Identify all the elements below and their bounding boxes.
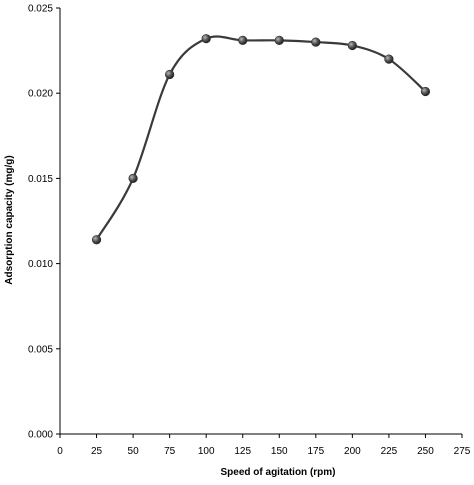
y-tick-label: 0.010 [28, 259, 53, 270]
x-tick-label: 125 [234, 446, 251, 457]
x-axis-label: Speed of agitation (rpm) [221, 467, 336, 478]
data-point-marker [347, 40, 357, 51]
y-axis-label: Adsorption capacity (mg/g) [4, 155, 15, 284]
x-tick-label: 25 [91, 446, 103, 457]
x-tick-label: 100 [198, 446, 215, 457]
x-tick-label: 275 [454, 446, 471, 457]
x-tick-label: 250 [417, 446, 434, 457]
x-tick-label: 175 [307, 446, 324, 457]
x-tick-label: 50 [128, 446, 140, 457]
y-tick-label: 0.000 [28, 430, 53, 441]
data-point-marker [420, 86, 431, 97]
data-point-marker [165, 69, 175, 80]
x-tick-label: 0 [57, 446, 63, 457]
data-point-marker [128, 173, 138, 183]
data-series [91, 34, 431, 245]
x-tick-label: 225 [381, 446, 398, 457]
y-tick-label: 0.020 [28, 89, 53, 100]
y-tick-label: 0.015 [28, 174, 53, 185]
data-point-marker [201, 34, 211, 44]
data-point-marker [311, 37, 321, 47]
tick-labels: 0.000 0.005 0.010 0.015 0.020 0.025 0 25 50 75 100… [28, 4, 471, 458]
y-tick-label: 0.005 [28, 344, 53, 355]
data-point-marker [384, 54, 394, 64]
series-line [95, 35, 427, 241]
data-point-marker [238, 35, 248, 45]
data-point-marker [91, 235, 102, 245]
y-tick-label: 0.025 [28, 4, 53, 15]
x-tick-label: 150 [271, 446, 288, 457]
axes [56, 7, 463, 438]
data-point-marker [274, 35, 284, 45]
x-tick-label: 200 [344, 446, 361, 457]
x-tick-label: 75 [164, 446, 176, 457]
